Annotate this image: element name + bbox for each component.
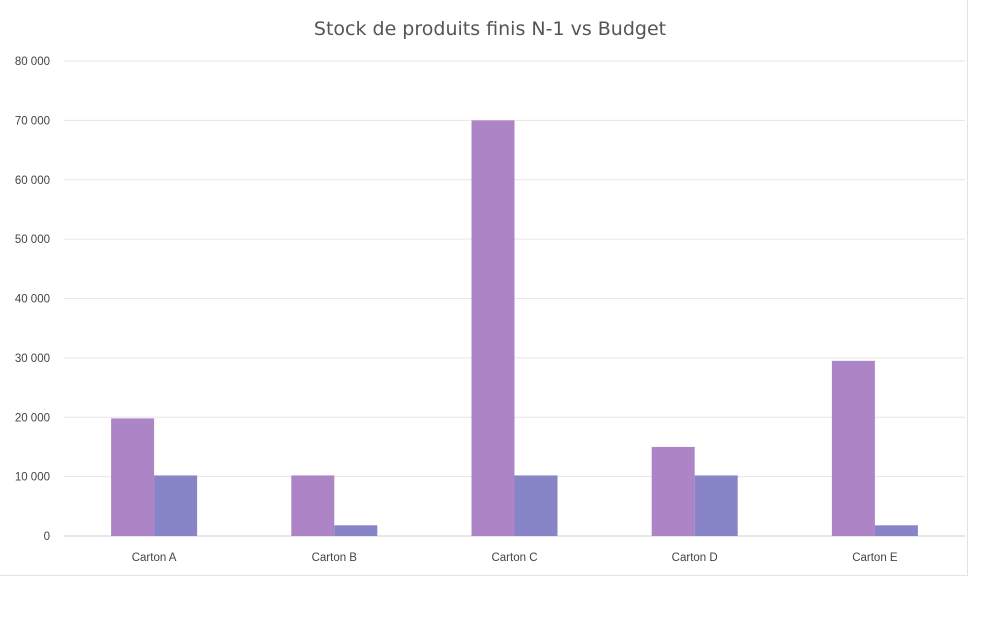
y-axis-ticks: 0 10 000 20 000 30 000 40 000 50 000 60 000 70 … [15, 56, 50, 543]
bar-series-2-carton-e [874, 525, 918, 536]
bar-series-1-carton-d [651, 446, 695, 536]
y-tick-label: 0 [44, 531, 50, 543]
bar-series-1-carton-e [831, 360, 875, 536]
x-tick-label: Carton E [852, 552, 898, 564]
x-tick-label: Carton D [672, 552, 718, 564]
bar-series-2-carton-a [154, 475, 198, 536]
bar-series-1-carton-c [471, 120, 515, 536]
y-tick-label: 10 000 [15, 472, 50, 484]
bar-series-1-carton-b [291, 475, 335, 536]
x-tick-label: Carton A [132, 552, 177, 564]
y-tick-label: 30 000 [15, 353, 50, 365]
y-tick-label: 60 000 [15, 175, 50, 187]
x-tick-label: Carton C [491, 552, 537, 564]
y-tick-label: 70 000 [15, 115, 50, 127]
chart-title: Stock de produits finis N-1 vs Budget [314, 18, 666, 40]
y-tick-label: 80 000 [15, 56, 50, 68]
x-tick-label: Carton B [312, 552, 358, 564]
x-axis-ticks: Carton A Carton B Carton C Carton D Carton E [132, 552, 898, 564]
bar-series-1-carton-a [111, 418, 155, 536]
y-tick-label: 50 000 [15, 234, 50, 246]
bar-series-2-carton-b [334, 525, 378, 536]
y-tick-label: 40 000 [15, 294, 50, 306]
bar-series-2-carton-d [694, 475, 738, 536]
bars [111, 120, 918, 536]
y-tick-label: 20 000 [15, 412, 50, 424]
bar-series-2-carton-c [514, 475, 558, 536]
